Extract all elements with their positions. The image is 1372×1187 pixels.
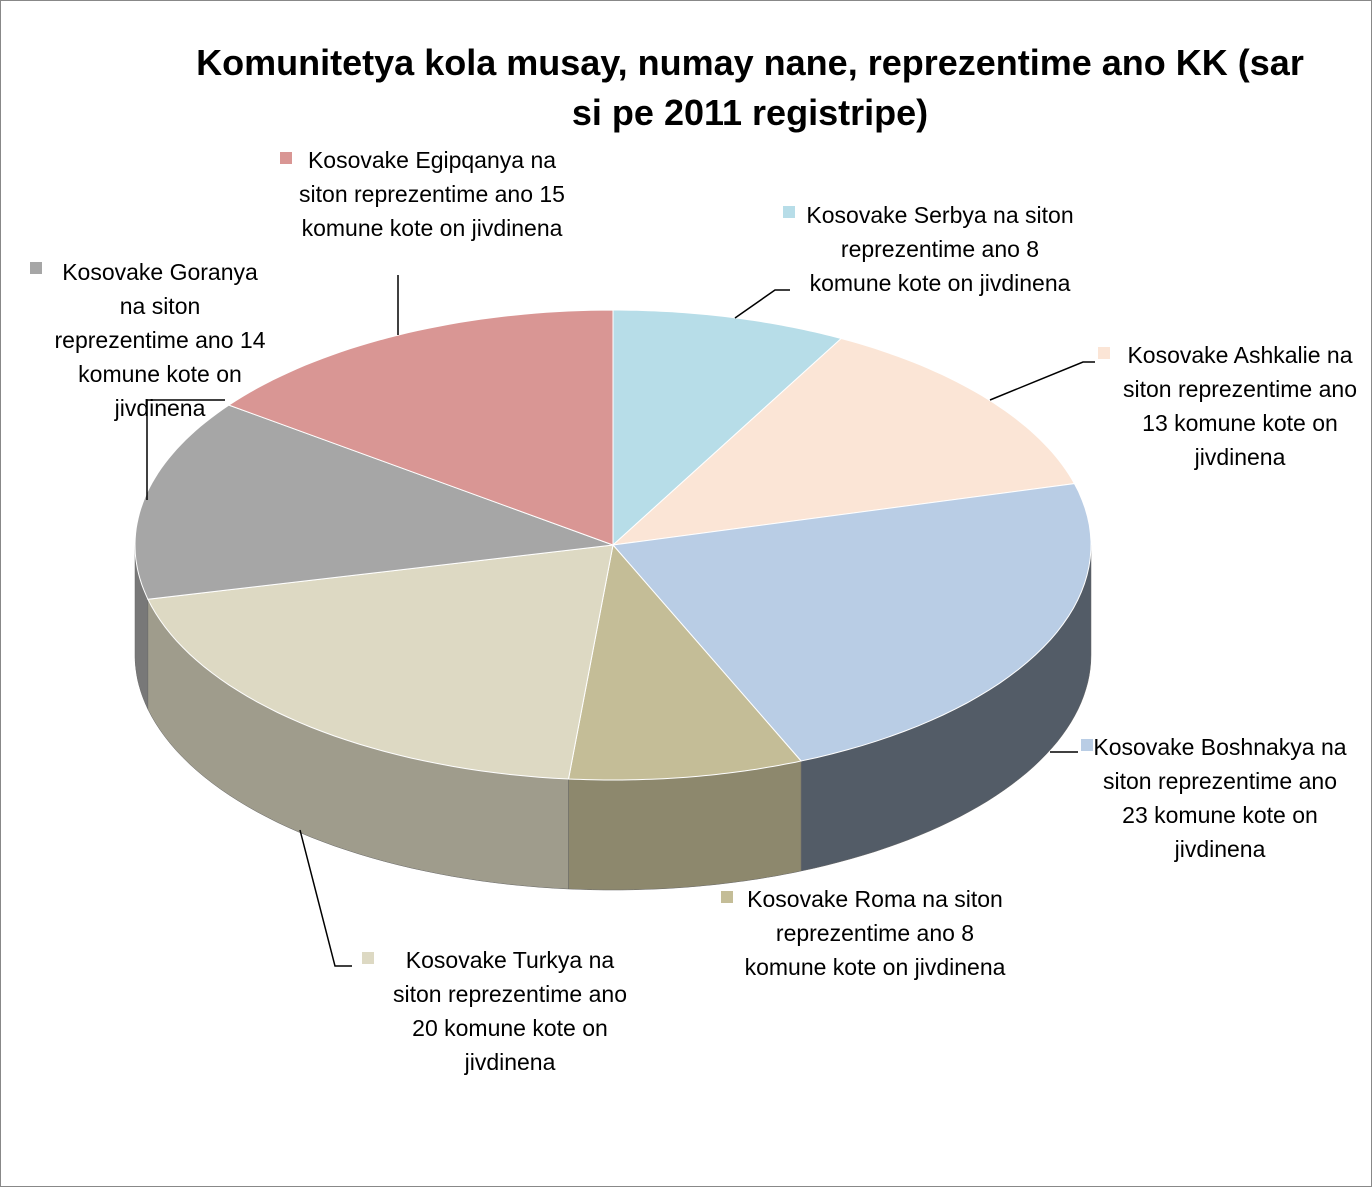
leader-line — [299, 829, 352, 967]
slice-label: Kosovake Ashkalie na siton reprezentime … — [1123, 342, 1357, 470]
leader-lines — [146, 275, 1095, 967]
slice — [611, 337, 1076, 546]
slice-label: Kosovake Serbya na siton reprezentime an… — [806, 202, 1074, 296]
slice-label: Kosovake Egipqanya na siton reprezentime… — [299, 147, 565, 241]
legend-swatch — [30, 262, 42, 274]
slice — [134, 404, 614, 600]
legend-swatch — [1081, 739, 1093, 751]
leader-line — [146, 399, 225, 500]
legend-swatch — [362, 952, 374, 964]
leader-line — [989, 361, 1095, 401]
leader-line — [734, 289, 790, 319]
slice-label: Kosovake Goranya na siton reprezentime a… — [54, 259, 266, 421]
chart-title: Komunitetya kola musay, numay nane, repr… — [196, 42, 1304, 133]
legend-swatch — [1098, 347, 1110, 359]
slice — [147, 544, 614, 780]
slice — [227, 309, 614, 546]
slice — [612, 483, 1092, 762]
slice-label: Kosovake Boshnakya na siton reprezentime… — [1093, 734, 1347, 862]
slice-label: Kosovake Roma na siton reprezentime ano … — [744, 886, 1006, 980]
legend-swatch — [280, 152, 292, 164]
slice — [567, 543, 803, 781]
slice-label: Kosovake Turkya na siton reprezentime an… — [393, 947, 627, 1075]
legend-swatch — [721, 891, 733, 903]
slice — [612, 309, 843, 547]
legend-swatch — [783, 206, 795, 218]
